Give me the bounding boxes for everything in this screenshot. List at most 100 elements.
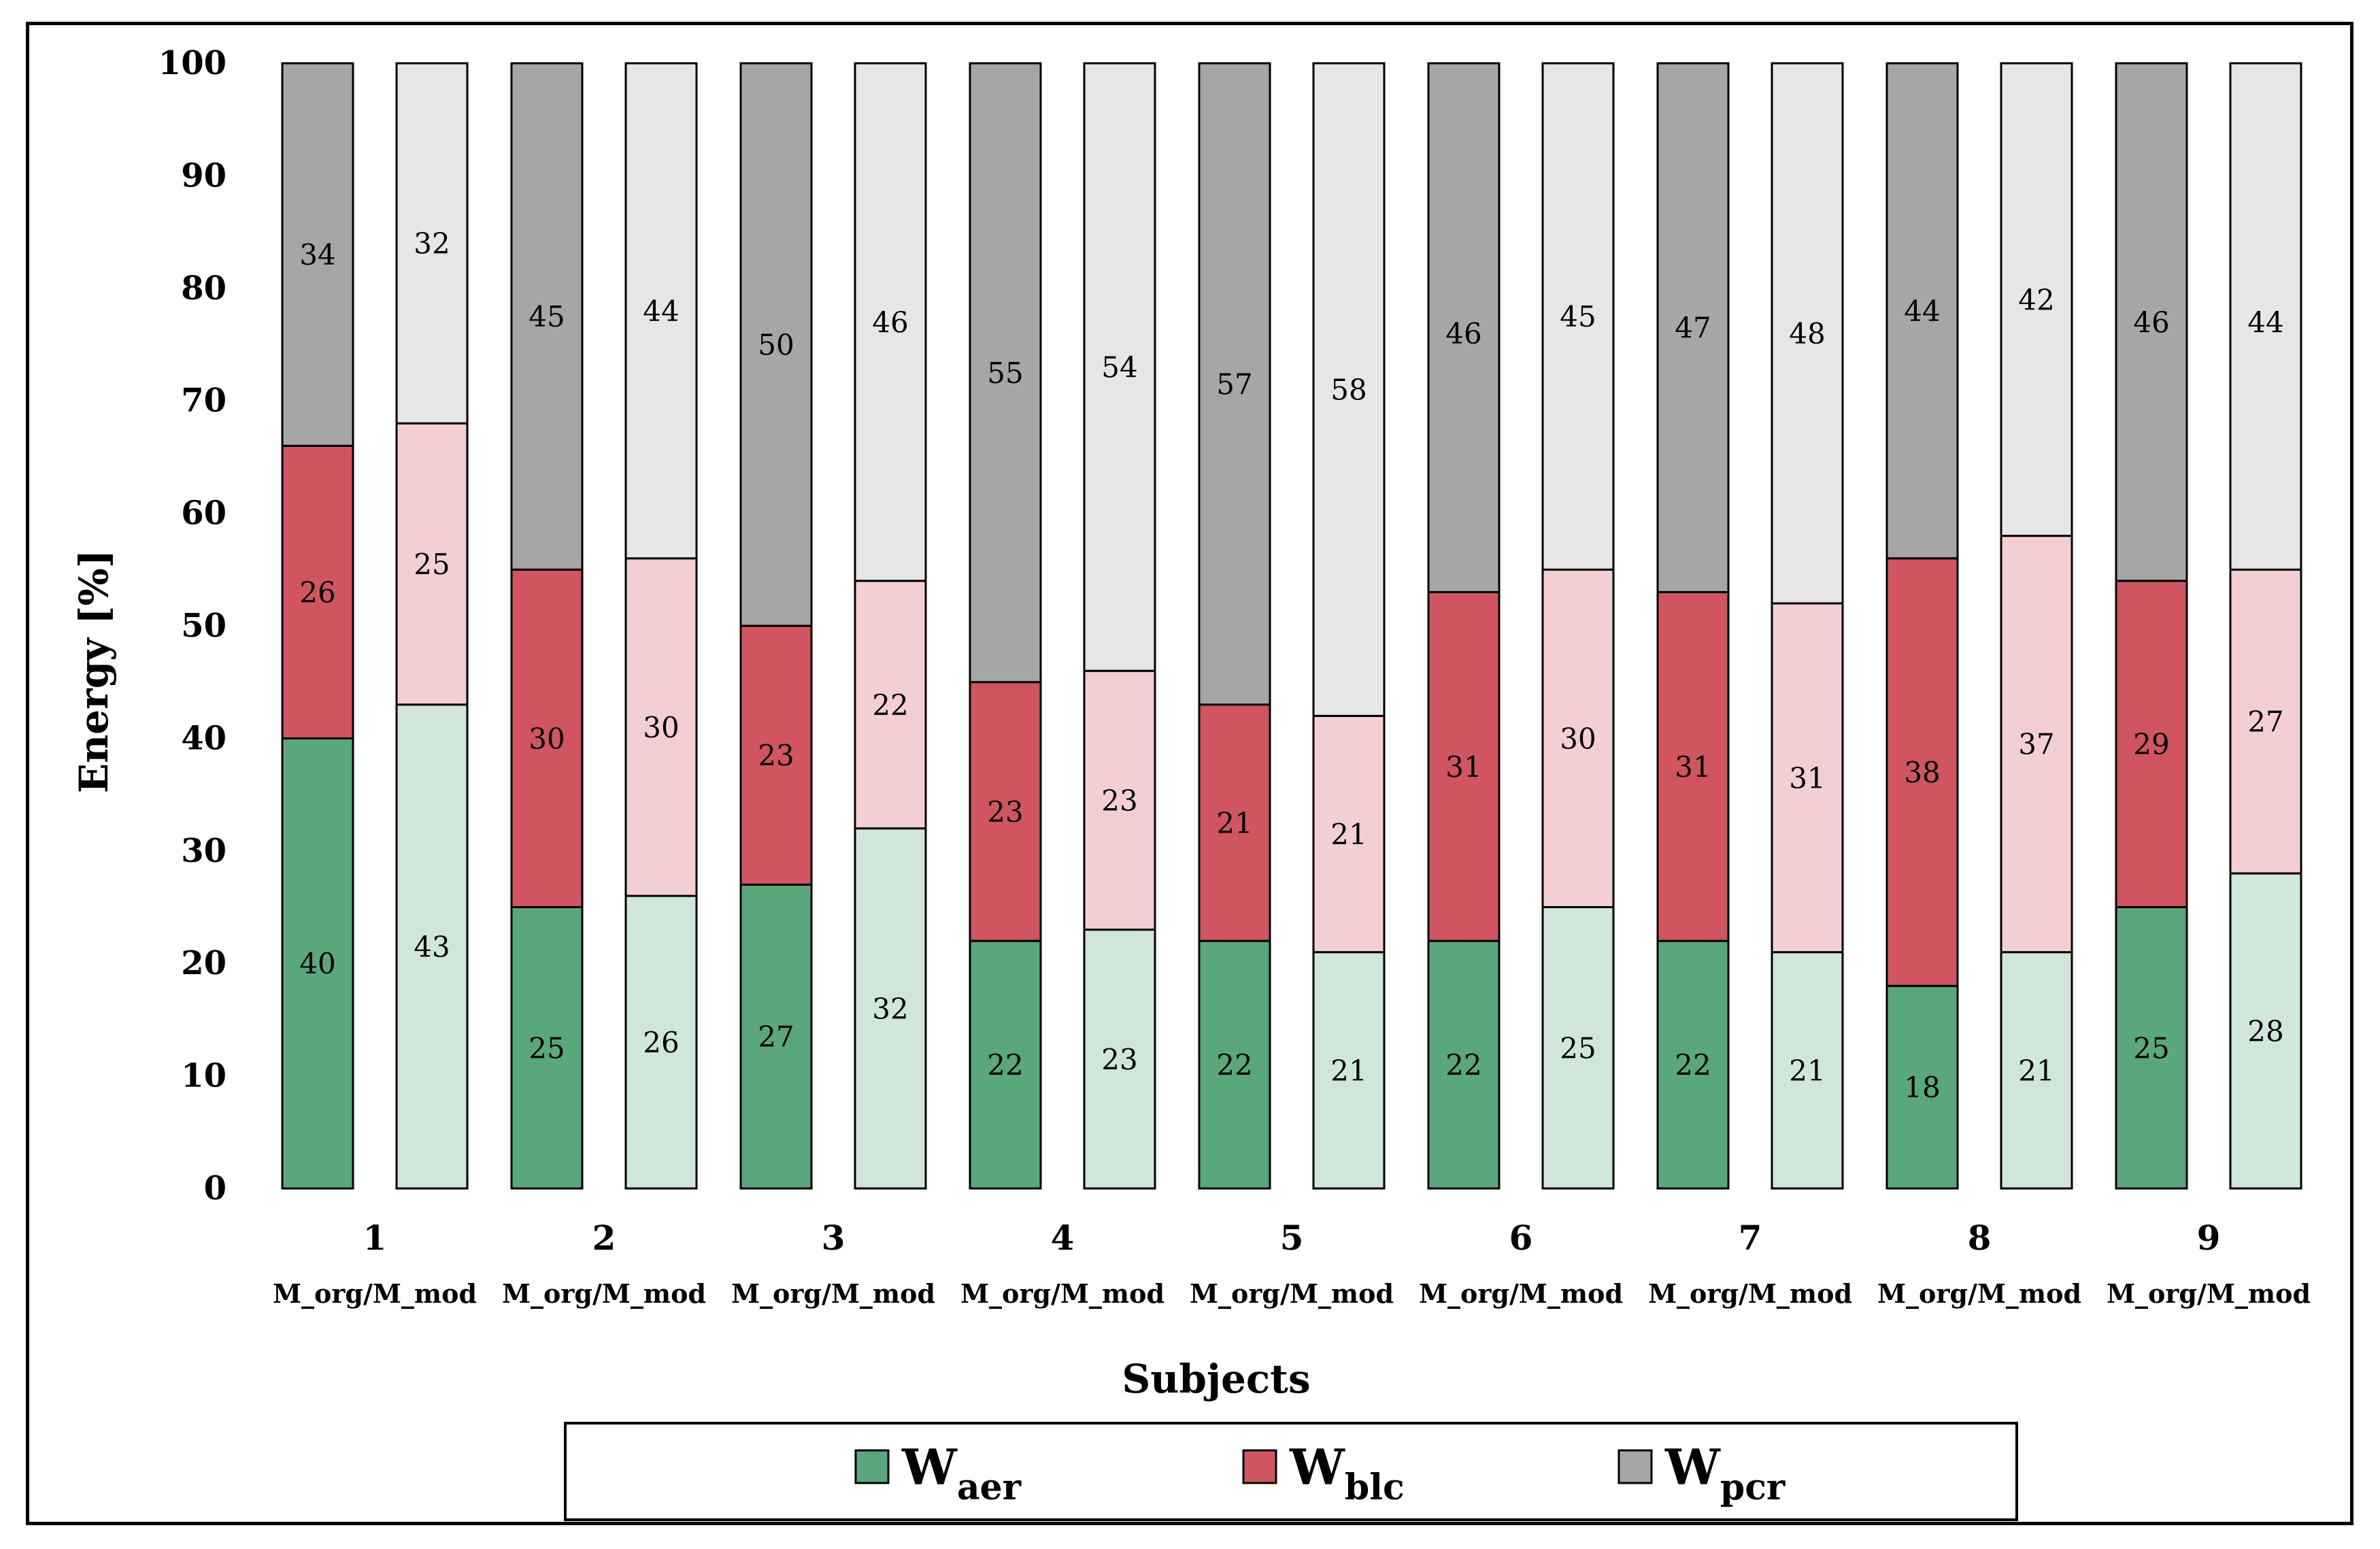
data-label: 25: [529, 1031, 565, 1065]
data-label: 45: [1560, 300, 1596, 333]
x-group-label: M_org/M_mod: [1190, 1278, 1394, 1309]
data-label: 25: [2133, 1031, 2169, 1065]
data-label: 25: [414, 548, 450, 581]
x-tick-label-subject: 8: [1968, 1218, 1992, 1258]
data-label: 44: [2247, 305, 2283, 339]
data-label: 44: [1904, 295, 1940, 328]
data-label: 21: [2018, 1054, 2054, 1087]
y-tick-label: 0: [204, 1169, 227, 1207]
bar-segment-w-blc-m-mod-subject-3: [854, 580, 927, 830]
x-tick-label-subject: 6: [1509, 1218, 1533, 1258]
x-axis-labels: 1 M_org/M_mod 2 M_org/M_mod 3 M_org/M_mod 4 M_o…: [273, 1218, 2311, 1309]
y-tick-label: 100: [158, 44, 227, 82]
bar-segment-w-pcr-m-org-subject-6: [1427, 62, 1501, 593]
bar-segment-w-pcr-m-mod-subject-3: [854, 62, 927, 582]
bar-segment-w-pcr-m-org-subject-9: [2115, 62, 2188, 582]
bar-segment-w-blc-m-mod-subject-8: [2000, 535, 2073, 954]
y-tick-label: 90: [181, 156, 227, 195]
x-tick-label-subject: 7: [1739, 1218, 1762, 1258]
bar-segment-w-aer-m-org-subject-1: [281, 737, 354, 1190]
data-label: 34: [299, 238, 335, 271]
legend-box: [564, 1422, 2018, 1521]
y-tick-label: 50: [181, 607, 227, 645]
x-tick-label-subject: 2: [592, 1218, 616, 1258]
data-label: 46: [1445, 317, 1481, 350]
bar-segment-w-pcr-m-org-subject-3: [739, 62, 813, 627]
bar-segment-w-pcr-m-mod-subject-1: [395, 62, 469, 424]
y-tick-label: 20: [181, 944, 227, 982]
x-group-label: M_org/M_mod: [1877, 1278, 2081, 1309]
legend-swatch-w-pcr: [1618, 1449, 1653, 1484]
bar-segment-w-pcr-m-mod-subject-8: [2000, 62, 2073, 537]
bar-segment-w-blc-m-org-subject-2: [510, 568, 584, 908]
chart-frame: 0 10 20 30 40 50 60 70 80 90 100 40 26 34 43 25 32 25 30 4…: [26, 22, 2353, 1525]
bars-group: 40 26 34 43 25 32 25 30 45 26 30 44 27 23 50 32 22 46 22 23…: [281, 62, 2302, 1190]
y-axis-title: Energy [%]: [71, 550, 117, 793]
bar-segment-w-pcr-m-mod-subject-7: [1771, 62, 1844, 605]
bar-segment-w-aer-m-mod-subject-7: [1771, 951, 1844, 1190]
legend-swatch-w-aer: [854, 1449, 890, 1484]
data-label: 38: [1904, 756, 1940, 789]
data-label: 25: [1560, 1031, 1596, 1065]
y-tick-label: 60: [181, 495, 227, 533]
legend-label-w-blc: Wblc: [1289, 1438, 1405, 1508]
data-label: 46: [872, 305, 908, 339]
bar-segment-w-blc-m-mod-subject-7: [1771, 602, 1844, 954]
data-label: 46: [2133, 305, 2169, 339]
bar-segment-w-blc-m-mod-subject-5: [1312, 714, 1386, 954]
bar-segment-w-aer-m-org-subject-5: [1198, 939, 1271, 1190]
data-label: 27: [758, 1020, 794, 1054]
bar-segment-w-pcr-m-org-subject-4: [969, 62, 1042, 684]
data-label: 26: [299, 576, 335, 609]
bar-segment-w-blc-m-mod-subject-1: [395, 422, 469, 706]
data-label: 37: [2018, 728, 2054, 761]
data-label: 43: [414, 930, 450, 963]
bar-segment-w-blc-m-org-subject-5: [1198, 703, 1271, 942]
bar-segment-w-pcr-m-org-subject-7: [1656, 62, 1730, 593]
legend-label-w-aer: Waer: [901, 1438, 1022, 1508]
bar-segment-w-pcr-m-mod-subject-6: [1541, 62, 1615, 571]
bar-segment-w-aer-m-org-subject-2: [510, 906, 584, 1190]
y-tick-label: 30: [181, 832, 227, 870]
y-axis-ticks: 0 10 20 30 40 50 60 70 80 90 100: [158, 44, 227, 1207]
data-label: 42: [2018, 283, 2054, 316]
bar-segment-w-aer-m-mod-subject-3: [854, 827, 927, 1190]
bar-segment-w-aer-m-mod-subject-6: [1541, 906, 1615, 1190]
bar-segment-w-blc-m-org-subject-4: [969, 681, 1042, 942]
legend-label-w-pcr: Wpcr: [1664, 1438, 1786, 1508]
bar-segment-w-aer-m-mod-subject-5: [1312, 951, 1386, 1190]
data-label: 23: [987, 795, 1023, 829]
data-label: 22: [872, 688, 908, 722]
x-group-label: M_org/M_mod: [273, 1278, 477, 1309]
x-group-label: M_org/M_mod: [1419, 1278, 1623, 1309]
bar-segment-w-blc-m-mod-subject-2: [624, 557, 698, 897]
data-label: 55: [987, 356, 1023, 390]
bar-segment-w-aer-m-org-subject-9: [2115, 906, 2188, 1190]
bar-segment-w-pcr-m-mod-subject-4: [1083, 62, 1156, 672]
data-label: 22: [1216, 1048, 1252, 1082]
data-label: 47: [1675, 312, 1711, 345]
data-label: 45: [529, 300, 565, 333]
data-label: 30: [643, 711, 679, 744]
data-label: 22: [1445, 1048, 1481, 1082]
legend: Waer Wblc Wpcr: [564, 1422, 2018, 1521]
bar-segment-w-pcr-m-org-subject-2: [510, 62, 584, 571]
x-group-label: M_org/M_mod: [960, 1278, 1164, 1309]
data-label: 23: [1101, 784, 1137, 817]
data-label: 44: [643, 295, 679, 328]
bar-segment-w-blc-m-org-subject-7: [1656, 590, 1730, 942]
data-label: 21: [1330, 818, 1367, 851]
bar-segment-w-aer-m-org-subject-4: [969, 939, 1042, 1190]
x-tick-label-subject: 1: [363, 1218, 387, 1258]
data-label: 23: [1101, 1043, 1137, 1076]
data-label: 21: [1216, 806, 1252, 839]
data-label: 28: [2247, 1014, 2283, 1048]
x-group-label: M_org/M_mod: [2107, 1278, 2311, 1309]
bar-segment-w-pcr-m-mod-subject-2: [624, 62, 698, 560]
data-label: 30: [1560, 722, 1596, 755]
bar-segment-w-pcr-m-mod-subject-9: [2229, 62, 2302, 571]
bar-segment-w-aer-m-mod-subject-2: [624, 895, 698, 1190]
data-label: 22: [1675, 1048, 1711, 1082]
bar-segment-w-blc-m-mod-subject-4: [1083, 669, 1156, 931]
x-tick-label-subject: 4: [1051, 1218, 1075, 1258]
